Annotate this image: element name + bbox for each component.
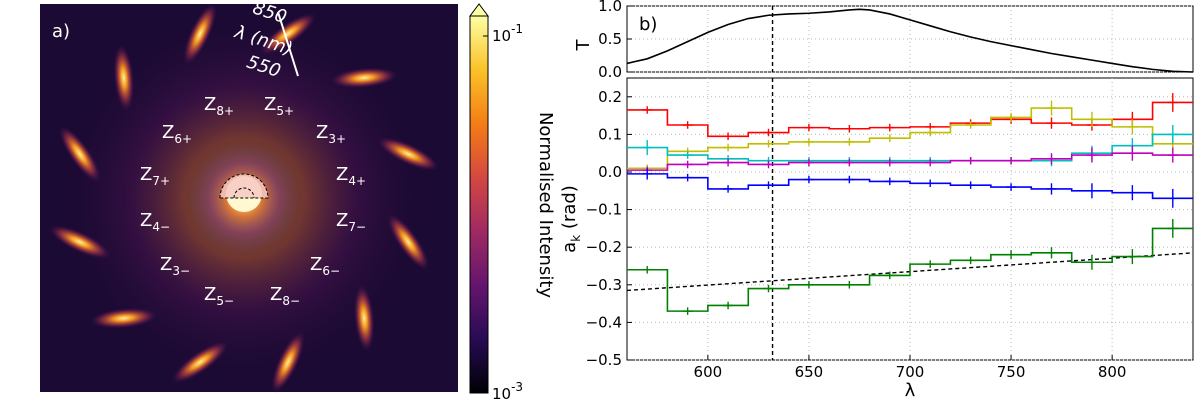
colorbar-bottom-label: 10-3	[492, 380, 523, 403]
series-step-cyan	[627, 133, 1193, 162]
panel-b-bottom: −0.5 −0.4 −0.3 −0.2 −0.1 0.0 0.1 0.2 600 650 700 75…	[559, 77, 1194, 401]
speckle-lobe	[58, 125, 101, 183]
x-axis-label: λ	[905, 380, 916, 401]
series-step-magenta	[627, 152, 1193, 171]
zernike-label: Z8+	[204, 94, 234, 118]
speckle-lobe	[48, 225, 111, 259]
zernike-label: Z6+	[162, 122, 192, 146]
zernike-label: Z6−	[310, 254, 340, 278]
x-tick-label: 700	[896, 363, 925, 381]
y-tick-label: 0.0	[598, 163, 622, 181]
series-step-blue	[627, 173, 1193, 200]
wavelength-scale-line	[277, 11, 299, 77]
series-step-green	[627, 227, 1193, 312]
inner-semicircle	[233, 187, 255, 199]
zernike-label: Z4−	[140, 210, 170, 234]
x-tick-label: 600	[694, 363, 723, 381]
speckle-lobe	[330, 67, 399, 89]
y-tick-label: −0.2	[586, 238, 622, 256]
zernike-label: Z5−	[204, 284, 234, 308]
speckle-lobe	[387, 213, 430, 271]
y-tick-label: −0.1	[586, 201, 622, 219]
panel-a-label: a)	[52, 21, 70, 42]
colorbar	[469, 15, 489, 394]
y-tick-label: 0.1	[598, 125, 622, 143]
speckle-lobe	[271, 331, 305, 394]
y-tick-label: 0.2	[598, 88, 622, 106]
zernike-label: Z3−	[160, 254, 190, 278]
plot-frame	[626, 77, 1194, 361]
speckle-lobe	[89, 307, 158, 329]
zernike-label: Z5+	[264, 94, 294, 118]
colorbar-extend-arrow	[469, 3, 489, 17]
y-axis-label: T	[573, 39, 594, 52]
colorbar-top-label: 10-1	[492, 22, 523, 45]
y-tick-label: −0.3	[586, 276, 622, 294]
zernike-label: Z7+	[140, 164, 170, 188]
speckle-lobe	[259, 12, 317, 55]
colorbar-label: Normalised Intensity	[535, 112, 556, 298]
y-tick-label: −0.5	[586, 351, 622, 369]
semicircle-marker	[219, 173, 269, 199]
y-axis-label: ak (rad)	[559, 185, 583, 253]
zernike-label: Z7−	[336, 210, 366, 234]
zernike-label: Z8−	[270, 284, 300, 308]
y-tick-label: 1.0	[598, 0, 622, 15]
y-tick-label: 0.5	[598, 30, 622, 48]
x-tick-label: 750	[997, 363, 1026, 381]
speckle-lobe	[171, 341, 229, 384]
x-tick-label: 650	[795, 363, 824, 381]
series-step-yellow	[627, 107, 1193, 170]
panel-b-label: b)	[639, 14, 657, 35]
zernike-label: Z3+	[316, 122, 346, 146]
speckle-lobe	[183, 2, 217, 65]
speckle-lobe	[113, 43, 135, 112]
x-tick-label: 800	[1098, 363, 1127, 381]
y-tick-label: −0.4	[586, 313, 622, 331]
series-line-T	[626, 8, 1194, 73]
zernike-label: Z4+	[336, 164, 366, 188]
panel-b-top: 0.0 0.5 1.0 b) T	[573, 0, 1194, 81]
y-tick-label: 0.0	[598, 63, 622, 81]
speckle-lobe	[353, 284, 375, 353]
speckle-lobe	[377, 137, 440, 171]
